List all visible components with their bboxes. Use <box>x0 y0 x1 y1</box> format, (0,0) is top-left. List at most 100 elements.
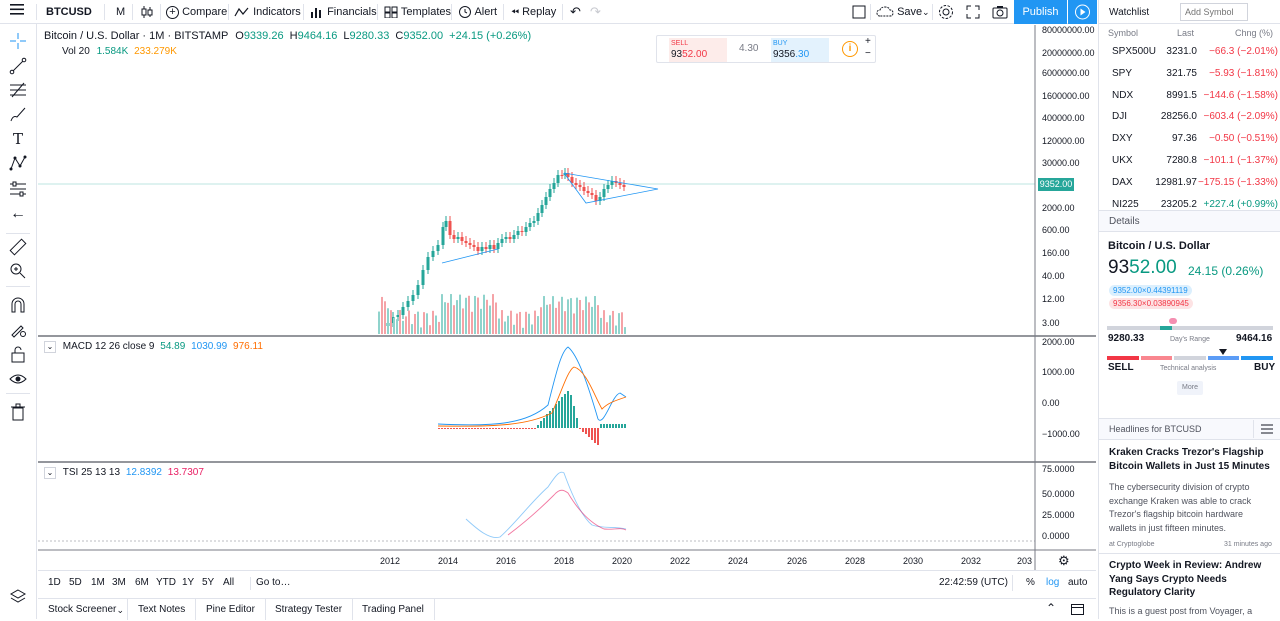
percent-scale-button[interactable]: % <box>1026 577 1035 588</box>
redo-icon[interactable]: ↷ <box>590 4 601 19</box>
trend-line-icon[interactable] <box>8 56 28 76</box>
arrow-left-icon[interactable]: ← <box>10 205 26 222</box>
save-button[interactable]: Save <box>876 0 922 24</box>
range-all[interactable]: All <box>223 577 235 588</box>
headline-2-title[interactable]: Crypto Week in Review: Andrew Yang Says … <box>1109 560 1262 598</box>
volume-bar <box>420 327 422 334</box>
gear-icon[interactable] <box>938 0 954 24</box>
range-1y[interactable]: 1Y <box>182 577 195 588</box>
collapse-chevron-icon[interactable]: ⌄ <box>44 467 56 479</box>
info-icon[interactable]: i <box>842 41 858 57</box>
trade-widget: SELL 9352.00 4.30 BUY 9356.30 i + − <box>656 35 876 63</box>
layers-icon[interactable] <box>8 587 28 607</box>
undo-icon[interactable]: ↶ <box>570 4 581 19</box>
volume-bar <box>390 310 392 334</box>
col-chng[interactable]: Chng (%) <box>1235 28 1274 38</box>
watchlist-row[interactable]: NI225 23205.2 +227.4 (+0.99%) <box>1099 194 1280 216</box>
interval-button[interactable]: M <box>116 6 126 18</box>
compare-button[interactable]: + Compare <box>166 0 227 24</box>
headline-1-title[interactable]: Kraken Cracks Trezor's Flagship Bitcoin … <box>1109 447 1270 472</box>
maximize-icon[interactable] <box>1071 604 1084 615</box>
tab-pine-editor[interactable]: Pine Editor <box>196 599 266 620</box>
auto-scale-button[interactable]: auto <box>1068 577 1088 588</box>
lock-icon[interactable] <box>8 344 28 364</box>
trash-icon[interactable] <box>8 402 28 422</box>
watchlist-symbol: UKX <box>1112 155 1133 166</box>
replay-button[interactable]: ⏪︎ Replay <box>511 0 556 24</box>
watchlist-options-icon[interactable] <box>1254 3 1278 21</box>
watchlist-last: 97.36 <box>1171 133 1197 145</box>
range-5d[interactable]: 5D <box>69 577 82 588</box>
chevron-down-icon[interactable]: ⌄ <box>922 7 930 17</box>
publish-play-button[interactable] <box>1068 0 1097 24</box>
collapse-chevron-icon[interactable]: ⌄ <box>44 341 56 353</box>
tab-text-notes[interactable]: Text Notes <box>128 599 197 620</box>
chevron-up-icon[interactable]: ⌃ <box>1046 601 1057 615</box>
headline-2-body[interactable]: This is a guest post from Voyager, a <box>1109 606 1253 616</box>
pattern-icon[interactable] <box>8 153 28 173</box>
chart-area[interactable]: Bitcoin / U.S. Dollar · 1M · BITSTAMP O9… <box>38 25 1096 570</box>
watchlist-row[interactable]: DAX 12981.97 −175.15 (−1.33%) <box>1099 172 1280 194</box>
headline-1-body[interactable]: The cybersecurity division of crypto exc… <box>1109 482 1252 533</box>
zoom-icon[interactable] <box>8 261 28 281</box>
buy-button[interactable]: BUY 9356.30 <box>771 38 829 62</box>
magnet-icon[interactable] <box>8 295 28 315</box>
ta-label[interactable]: Technical analysis <box>1160 365 1217 372</box>
gear-icon[interactable]: ⚙ <box>1058 553 1070 568</box>
range-5y[interactable]: 5Y <box>202 577 215 588</box>
sell-button[interactable]: SELL 9352.00 <box>669 38 727 62</box>
indicators-button[interactable]: Indicators <box>234 0 301 24</box>
watchlist-row[interactable]: SPX500U 3231.0 −66.3 (−2.01%) <box>1099 41 1280 63</box>
tab-stock-screener[interactable]: Stock Screener ⌄ <box>38 599 128 620</box>
eye-icon[interactable] <box>8 369 28 389</box>
fib-icon[interactable] <box>8 80 28 100</box>
log-scale-button[interactable]: log <box>1046 577 1060 588</box>
plus-icon[interactable]: + <box>865 36 871 47</box>
minus-icon[interactable]: − <box>865 48 871 59</box>
brush-icon[interactable] <box>8 104 28 124</box>
macd-hist-bar <box>441 428 443 429</box>
goto-button[interactable]: Go to… <box>256 577 291 588</box>
stay-drawing-icon[interactable] <box>8 319 28 339</box>
symbol-search[interactable]: BTCUSD <box>46 6 92 18</box>
watchlist-row[interactable]: NDX 8991.5 −144.6 (−1.58%) <box>1099 85 1280 107</box>
chart-type-icon[interactable] <box>140 0 154 24</box>
triangle-drawing <box>563 172 659 204</box>
templates-button[interactable]: Templates <box>384 0 451 24</box>
ruler-icon[interactable] <box>8 237 28 257</box>
layout-icon[interactable] <box>852 0 866 24</box>
watchlist-row[interactable]: DXY 97.36 −0.50 (−0.51%) <box>1099 128 1280 150</box>
financials-button[interactable]: Financials <box>310 0 377 24</box>
details-header[interactable]: Details <box>1099 210 1280 232</box>
range-1m[interactable]: 1M <box>91 577 105 588</box>
watchlist-row[interactable]: DJI 28256.0 −603.4 (−2.09%) <box>1099 106 1280 128</box>
watchlist-row[interactable]: SPY 321.75 −5.93 (−1.81%) <box>1099 63 1280 85</box>
fullscreen-icon[interactable] <box>966 0 980 24</box>
camera-icon[interactable] <box>992 0 1008 24</box>
list-icon[interactable] <box>1253 420 1279 438</box>
range-6m[interactable]: 6M <box>135 577 149 588</box>
tab-strategy-tester[interactable]: Strategy Tester <box>265 599 354 620</box>
clock[interactable]: 22:42:59 (UTC) <box>939 577 1008 588</box>
range-1d[interactable]: 1D <box>48 577 61 588</box>
macd-hist-bar <box>600 424 602 428</box>
crosshair-icon[interactable] <box>8 31 28 51</box>
menu-icon[interactable] <box>10 0 24 24</box>
col-symbol[interactable]: Symbol <box>1108 28 1139 38</box>
range-ytd[interactable]: YTD <box>156 577 176 588</box>
candle-body <box>618 183 622 185</box>
more-button[interactable]: More <box>1177 381 1203 395</box>
text-tool-icon[interactable]: T <box>12 130 23 148</box>
volume-bar <box>495 302 497 334</box>
tab-trading-panel[interactable]: Trading Panel <box>352 599 435 620</box>
chart-canvas[interactable] <box>38 25 1096 570</box>
prediction-icon[interactable] <box>8 179 28 199</box>
col-last[interactable]: Last <box>1177 28 1195 38</box>
alert-button[interactable]: Alert <box>458 0 497 24</box>
range-3m[interactable]: 3M <box>112 577 126 588</box>
candle-body <box>484 247 488 249</box>
candle-body <box>472 245 476 247</box>
add-symbol-input[interactable] <box>1180 3 1248 21</box>
publish-button[interactable]: Publish <box>1014 0 1067 24</box>
watchlist-row[interactable]: UKX 7280.8 −101.1 (−1.37%) <box>1099 150 1280 172</box>
